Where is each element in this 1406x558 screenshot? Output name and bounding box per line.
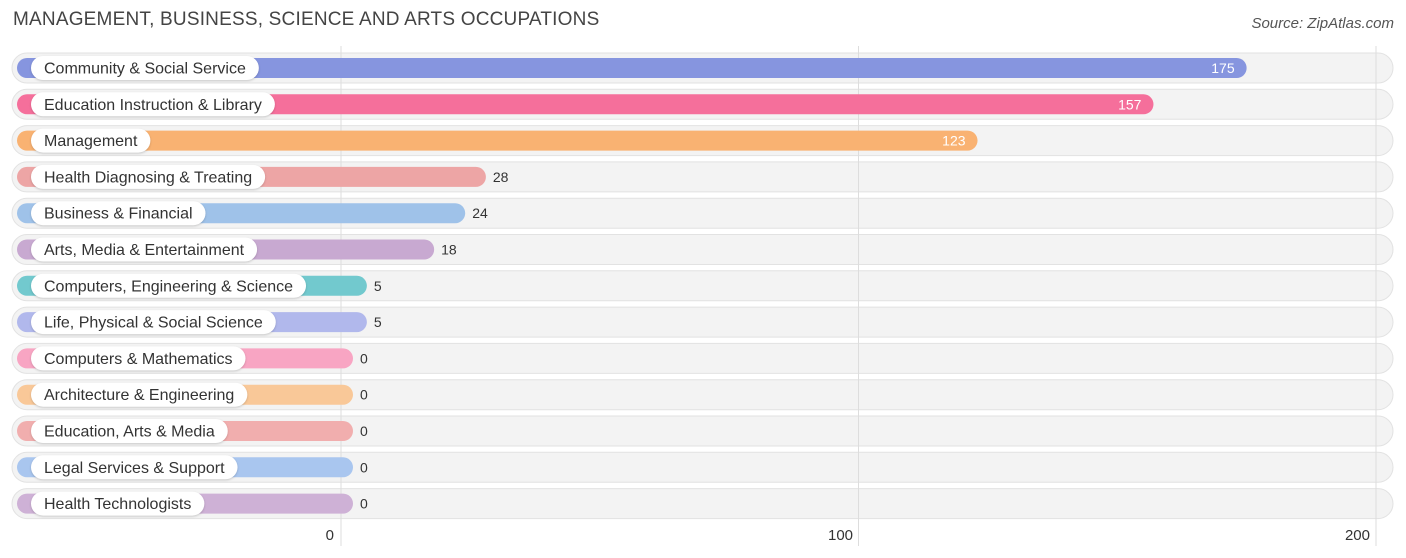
category-label: Health Technologists (44, 496, 191, 513)
category-label: Architecture & Engineering (44, 387, 234, 404)
category-label: Health Diagnosing & Treating (44, 169, 252, 186)
category-label: Community & Social Service (44, 61, 246, 78)
value-label: 5 (374, 278, 382, 294)
value-label: 0 (360, 350, 368, 366)
label-pill (31, 56, 259, 80)
category-label: Life, Physical & Social Science (44, 315, 263, 332)
category-label: Management (44, 133, 138, 150)
value-label: 0 (360, 459, 368, 475)
value-label: 175 (1211, 60, 1235, 76)
row-background (11, 451, 1394, 483)
x-tick-label: 200 (1345, 527, 1370, 544)
value-label: 5 (374, 314, 382, 330)
label-pill (31, 128, 151, 153)
category-label: Legal Services & Support (44, 460, 225, 477)
label-pill (31, 237, 258, 262)
source-note: Source: ZipAtlas.com (1251, 15, 1394, 32)
value-label: 24 (472, 205, 488, 221)
label-pill (31, 310, 276, 335)
label-pill (31, 273, 307, 298)
value-label: 0 (360, 387, 368, 403)
category-label: Education, Arts & Media (44, 424, 215, 441)
chart-title: MANAGEMENT, BUSINESS, SCIENCE AND ARTS O… (13, 9, 600, 30)
label-pill (31, 201, 206, 226)
value-label: 18 (441, 242, 457, 258)
value-label: 123 (942, 133, 966, 149)
label-pill (31, 419, 228, 443)
category-label: Computers, Engineering & Science (44, 278, 293, 295)
label-pill (31, 455, 238, 480)
category-label: Business & Financial (44, 206, 193, 223)
category-label: Computers & Mathematics (44, 351, 233, 368)
x-tick-label: 0 (326, 527, 334, 544)
value-label: 28 (493, 169, 509, 185)
label-pill (31, 92, 275, 117)
category-label: Arts, Media & Entertainment (44, 242, 245, 259)
value-label: 157 (1118, 96, 1142, 112)
label-pill (31, 382, 248, 407)
value-label: 0 (360, 496, 368, 512)
label-pill (31, 491, 205, 516)
label-pill (31, 346, 246, 371)
row-background (11, 379, 1394, 411)
row-background (11, 415, 1394, 447)
row-background (11, 488, 1394, 520)
label-pill (31, 164, 266, 189)
bar (17, 58, 1247, 78)
bar (17, 94, 1154, 115)
bar (17, 130, 978, 151)
category-label: Education Instruction & Library (44, 97, 262, 114)
value-label: 0 (360, 423, 368, 439)
row-background (11, 342, 1394, 374)
x-tick-label: 100 (828, 527, 853, 544)
